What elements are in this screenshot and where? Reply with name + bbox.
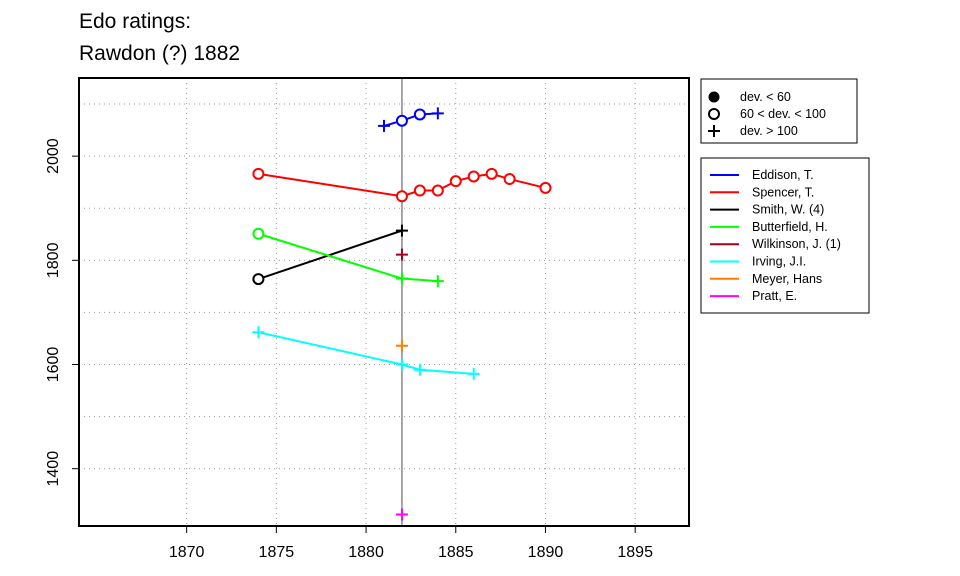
x-tick-label: 1895	[617, 544, 653, 561]
data-point	[252, 326, 265, 339]
marker-legend: dev. < 60 60 < dev. < 100 dev. > 100	[700, 78, 858, 144]
y-tick-label: 1400	[45, 451, 62, 487]
x-tick-label: 1890	[528, 544, 564, 561]
marker-legend-label: dev. > 100	[740, 124, 798, 138]
y-tick-label: 1600	[45, 347, 62, 383]
data-point	[485, 167, 498, 180]
data-point	[467, 170, 480, 183]
series-legend-label: Smith, W. (4)	[752, 203, 824, 217]
series-legend-label: Wilkinson, J. (1)	[752, 237, 841, 251]
series-2	[252, 224, 408, 286]
data-point	[395, 190, 408, 203]
marker-legend-symbol	[708, 125, 720, 137]
data-point	[395, 358, 408, 371]
marker-legend-symbol	[708, 91, 720, 103]
y-tick-label: 2000	[45, 138, 62, 174]
series-legend-label: Irving, J.I.	[752, 255, 806, 269]
series-legend-label: Meyer, Hans	[752, 272, 822, 286]
series-line	[258, 331, 474, 375]
data-point	[395, 248, 408, 261]
series-legend-label: Pratt, E.	[752, 289, 797, 303]
series-7	[395, 508, 408, 521]
marker-legend-box	[700, 78, 858, 144]
marker-legend-label: dev. < 60	[740, 90, 791, 104]
data-point	[413, 184, 426, 197]
chart-title-line-2: Rawdon (?) 1882	[79, 42, 240, 65]
marker-legend-symbol	[708, 108, 720, 120]
data-point	[431, 107, 444, 120]
x-tick-label: 1885	[438, 544, 474, 561]
series-line	[383, 112, 438, 127]
data-point	[413, 108, 426, 121]
data-point	[503, 173, 516, 186]
data-point	[378, 119, 390, 132]
data-point	[252, 273, 265, 286]
series-line	[258, 232, 438, 283]
data-point	[431, 184, 444, 197]
series-legend-box	[700, 157, 870, 314]
axes: 1870 1875 1880 1885 1890 1895 1400 1600 1800 2000	[45, 138, 653, 561]
x-tick-label: 1870	[169, 544, 205, 561]
series-line	[258, 229, 403, 281]
plot-frame	[78, 77, 690, 527]
x-tick-label: 1875	[259, 544, 295, 561]
series-5	[252, 326, 480, 380]
data-point	[395, 224, 408, 237]
series-1	[252, 167, 552, 203]
data-point	[413, 363, 426, 376]
series-3	[252, 227, 444, 288]
data-point	[252, 227, 265, 240]
series-layer	[252, 107, 552, 521]
series-legend-label: Eddison, T.	[752, 168, 814, 182]
data-point	[252, 167, 265, 180]
chart-title-line-1: Edo ratings:	[79, 10, 191, 33]
data-point	[395, 508, 408, 521]
series-4	[395, 248, 408, 261]
series-legend-label: Spencer, T.	[752, 185, 814, 199]
series-legend-label: Butterfield, H.	[752, 220, 828, 234]
data-point	[467, 367, 480, 380]
marker-legend-label: 60 < dev. < 100	[740, 107, 826, 121]
series-legend: Eddison, T. Spencer, T. Smith, W. (4) Butte…	[700, 157, 870, 314]
y-tick-label: 1800	[45, 242, 62, 278]
data-point	[539, 181, 552, 194]
series-6	[395, 339, 408, 352]
x-tick-label: 1880	[348, 544, 384, 561]
data-point	[395, 114, 408, 127]
series-0	[378, 107, 444, 132]
data-point	[395, 272, 408, 285]
grid	[79, 78, 689, 526]
data-point	[431, 275, 444, 288]
data-point	[395, 339, 408, 352]
data-point	[449, 175, 462, 188]
